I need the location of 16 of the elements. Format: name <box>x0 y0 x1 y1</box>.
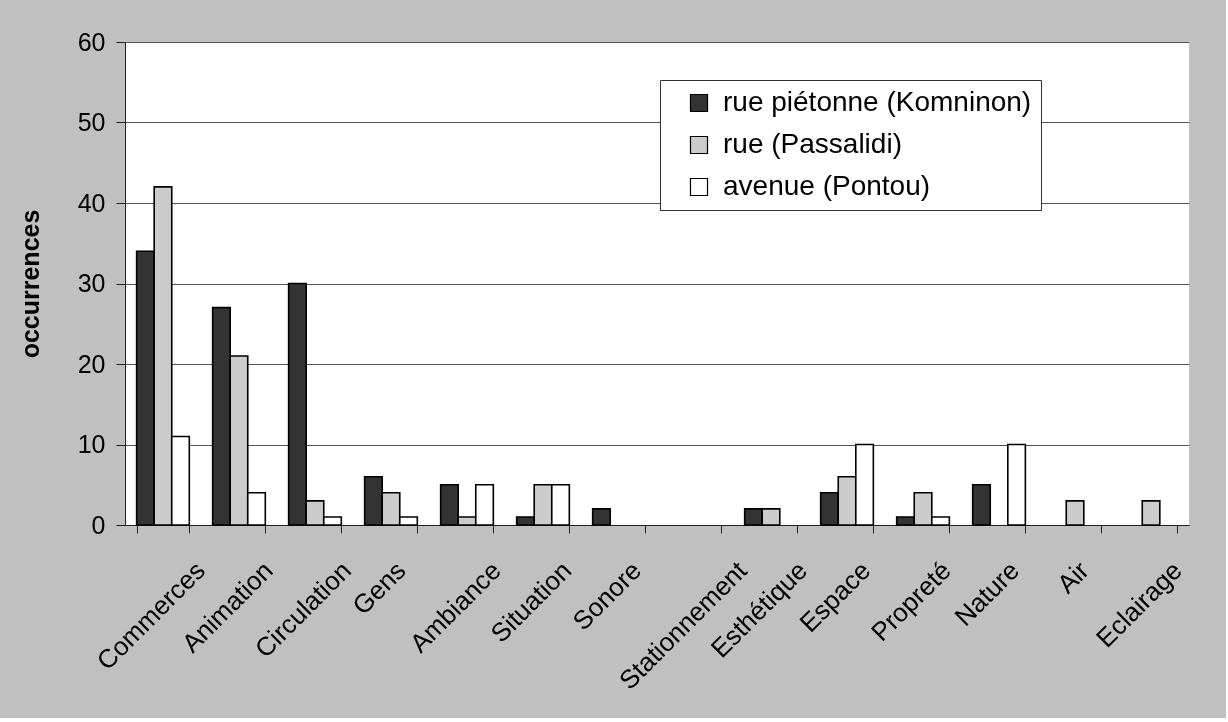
y-tick-label: 40 <box>77 188 106 217</box>
bar <box>1065 500 1085 526</box>
y-tick-label: 60 <box>77 27 106 56</box>
legend-label: rue (Passalidi) <box>723 128 902 159</box>
bar <box>1141 500 1161 526</box>
bar <box>591 508 612 526</box>
y-tick-label: 30 <box>77 269 106 297</box>
bar <box>971 483 992 526</box>
y-tick-label: 50 <box>77 108 106 136</box>
legend-label: avenue (Pontou) <box>723 170 931 201</box>
x-tick-label: Air <box>1050 555 1095 600</box>
y-tick-label: 0 <box>91 510 106 539</box>
y-tick-label: 20 <box>77 349 106 378</box>
y-tick-label: 10 <box>77 430 106 458</box>
legend-label: rue piétonne (Komninon) <box>723 86 1032 117</box>
y-axis-title: occurrences <box>15 209 44 359</box>
